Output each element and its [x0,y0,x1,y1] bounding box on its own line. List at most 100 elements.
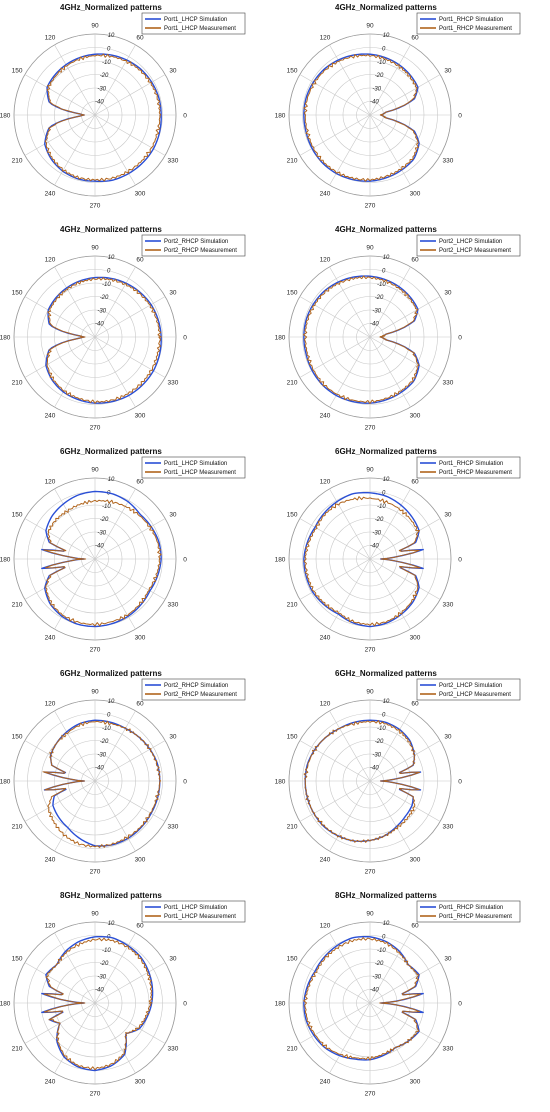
legend-box [416,234,521,257]
angle-spoke [369,518,441,560]
angle-spoke [54,1002,96,1074]
angle-tick-label: 270 [90,425,101,432]
angle-tick-label: 30 [444,734,452,741]
polar-chart: 8GHz_Normalized patterns 0 30 60 90 120 150 180… [275,891,521,1098]
angle-spoke [299,962,371,1004]
angle-tick-label: 120 [320,701,331,708]
radial-tick-label: -10 [102,60,111,66]
legend-entry-label: Port1_LHCP Simulation [164,905,227,911]
legend: Port2_RHCP Simulation Port2_RHCP Measurem… [141,234,246,257]
angle-tick-label: 30 [444,512,452,519]
angle-spoke [54,44,96,116]
angle-tick-label: 120 [320,257,331,264]
angle-spoke [299,740,371,782]
angle-tick-label: 60 [411,479,419,486]
angle-tick-label: 180 [0,557,11,564]
angle-tick-label: 300 [410,1078,421,1085]
angle-tick-label: 30 [169,68,177,75]
angle-spoke [369,44,411,116]
radial-tick-label: 10 [383,255,390,261]
angle-spoke [329,1002,371,1074]
legend: Port1_LHCP Simulation Port1_LHCP Measurem… [141,900,246,923]
angle-spoke [54,488,96,560]
angle-spoke [329,488,371,560]
angle-spoke [54,114,96,186]
angle-tick-label: 150 [12,290,23,297]
angle-tick-label: 90 [91,467,99,474]
radial-tick-label: 10 [383,699,390,705]
radial-tick-label: -30 [97,752,106,758]
angle-tick-label: 0 [458,557,462,564]
angle-spoke [24,558,96,600]
radial-tick-label: 10 [383,921,390,927]
angle-tick-label: 150 [287,512,298,519]
angle-spoke [94,114,166,156]
angle-spoke [369,962,441,1004]
angle-tick-label: 210 [12,158,23,165]
angle-spoke [369,336,411,408]
angle-tick-label: 150 [287,734,298,741]
angle-tick-label: 330 [168,1046,179,1053]
angle-tick-label: 330 [168,380,179,387]
polar-chart: 8GHz_Normalized patterns 0 30 60 90 120 150 180… [0,891,246,1098]
angle-spoke [24,780,96,822]
angle-tick-label: 300 [410,412,421,419]
legend-box [141,234,246,257]
measurement-series-line [43,499,162,627]
radial-tick-label: -20 [375,739,384,745]
chart-title: 8GHz_Normalized patterns [335,891,437,900]
angle-tick-label: 90 [91,23,99,30]
angle-spoke [299,74,371,116]
polar-chart: 4GHz_Normalized patterns 0 30 60 90 120 150 180… [0,3,246,210]
angle-spoke [94,1002,166,1044]
measurement-series-line [43,937,153,1071]
radial-tick-label: -10 [102,282,111,288]
legend-box [141,12,246,35]
angle-tick-label: 180 [0,1001,11,1008]
angle-spoke [94,558,166,600]
angle-spoke [369,558,441,600]
angle-tick-label: 0 [183,779,187,786]
angle-tick-label: 150 [12,734,23,741]
chart-title: 6GHz_Normalized patterns [60,669,162,678]
angle-tick-label: 150 [12,956,23,963]
radial-tick-label: -30 [372,752,381,758]
angle-spoke [94,1002,136,1074]
angle-tick-label: 180 [0,113,11,120]
angle-spoke [94,74,166,116]
polar-chart: 6GHz_Normalized patterns 0 30 60 90 120 150 180… [275,447,521,654]
angle-tick-label: 90 [91,911,99,918]
angle-spoke [24,962,96,1004]
angle-tick-label: 300 [410,634,421,641]
angle-spoke [94,266,136,338]
angle-tick-label: 30 [169,956,177,963]
chart-title: 6GHz_Normalized patterns [335,447,437,456]
angle-spoke [54,780,96,852]
radial-tick-label: -20 [375,517,384,523]
polar-chart-panel: 8GHz_Normalized patterns 0 30 60 90 120 150 180… [275,888,550,1110]
angle-tick-label: 60 [136,701,144,708]
legend-entry-label: Port1_LHCP Simulation [164,17,227,23]
polar-chart-panel: 4GHz_Normalized patterns 0 30 60 90 120 150 180… [275,222,550,444]
angle-tick-label: 270 [90,203,101,210]
radial-tick-label: 0 [107,47,111,53]
angle-spoke [329,558,371,630]
legend: Port2_LHCP Simulation Port2_LHCP Measurem… [416,234,521,257]
angle-spoke [94,114,136,186]
angle-spoke [24,336,96,378]
angle-tick-label: 300 [135,1078,146,1085]
radial-tick-label: -40 [370,766,379,772]
angle-spoke [54,336,96,408]
angle-tick-label: 0 [183,113,187,120]
legend: Port1_LHCP Simulation Port1_LHCP Measurem… [141,12,246,35]
angle-tick-label: 330 [443,380,454,387]
legend-box [141,900,246,923]
angle-tick-label: 0 [458,113,462,120]
angle-spoke [369,336,441,378]
angle-spoke [369,114,441,156]
radial-tick-label: -30 [97,86,106,92]
angle-spoke [94,336,136,408]
radial-tick-label: 0 [382,47,386,53]
radial-tick-label: -40 [95,988,104,994]
polar-chart: 4GHz_Normalized patterns 0 30 60 90 120 150 180… [0,225,246,432]
